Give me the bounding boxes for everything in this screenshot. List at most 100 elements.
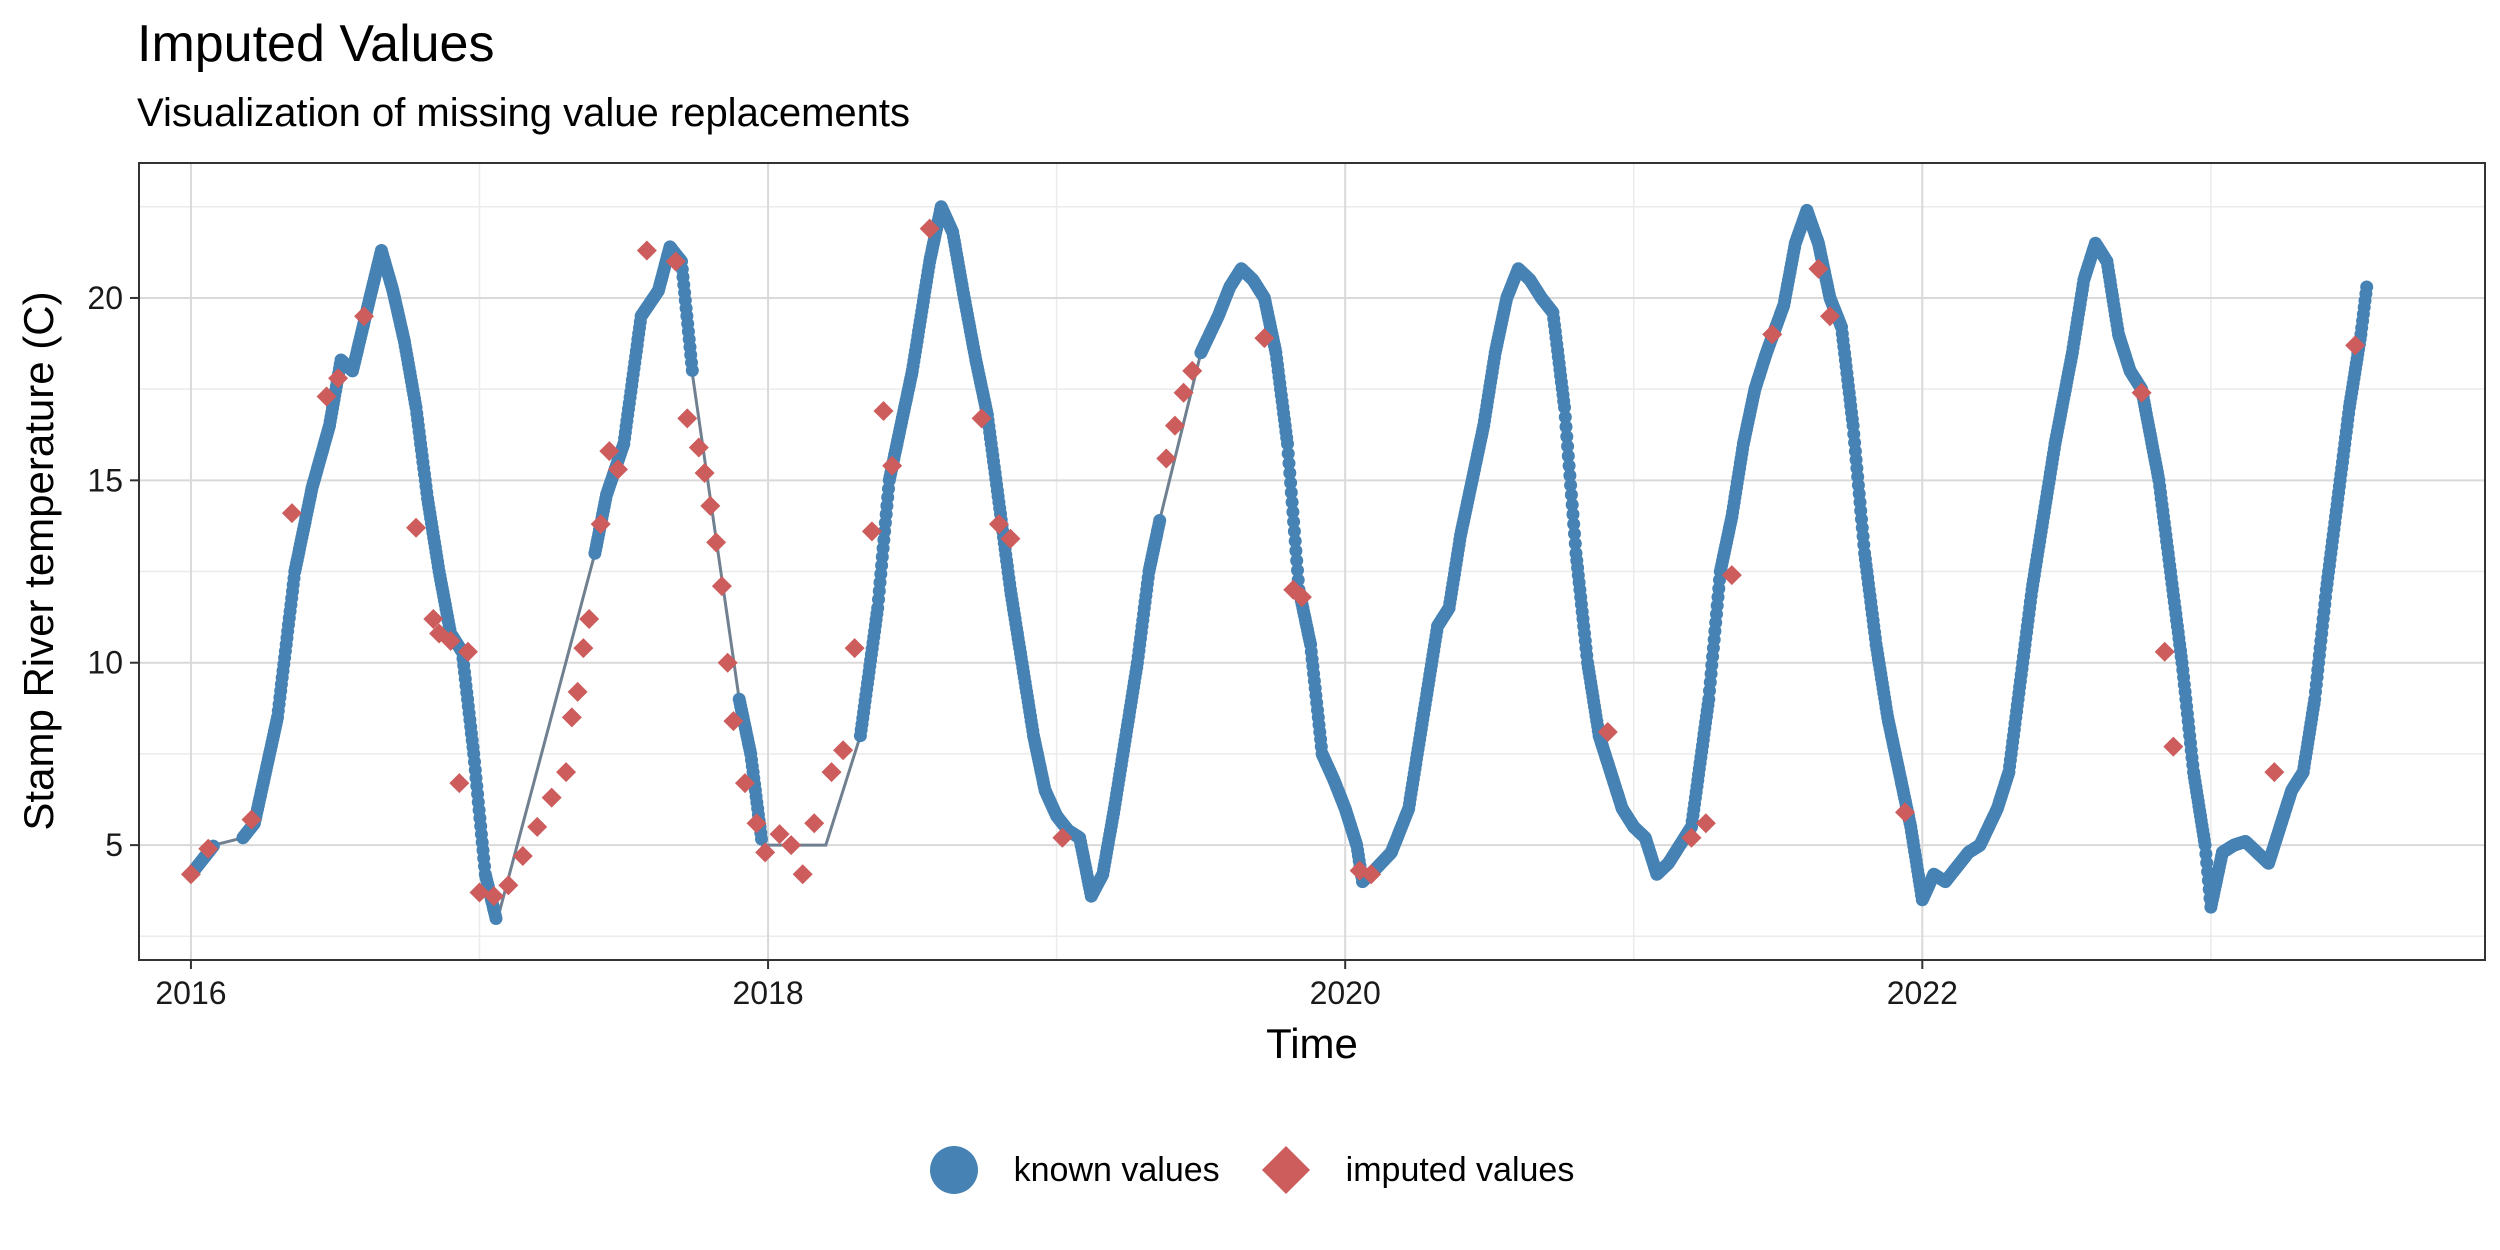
known-value-point	[1564, 488, 1578, 502]
legend-label-known: known values	[1013, 1150, 1220, 1189]
imputed-value-point	[833, 740, 854, 761]
imputed-value-point	[316, 386, 337, 407]
plot-panel-border	[138, 162, 2486, 961]
imputed-value-point	[2163, 736, 2184, 757]
imputed-value-point	[734, 773, 755, 794]
x-tick-label: 2018	[732, 975, 803, 1011]
y-tick-label: 20	[87, 280, 123, 316]
imputed-value-point	[469, 882, 490, 903]
imputed-value-point	[328, 368, 349, 389]
imputed-value-point	[636, 240, 657, 261]
imputed-value-point	[1597, 722, 1618, 743]
imputed-values-points	[180, 218, 2366, 907]
imputed-value-point	[556, 762, 577, 783]
known-value-point	[1568, 537, 1582, 551]
y-axis: 5 10 15 20	[87, 280, 139, 863]
known-value-point	[1287, 524, 1301, 538]
imputed-value-point	[700, 495, 721, 516]
imputed-value-point	[723, 711, 744, 732]
known-value-point	[1290, 554, 1304, 568]
imputed-value-point	[1254, 328, 1275, 349]
known-value-point	[1558, 410, 1572, 424]
imputed-value-point	[1173, 382, 1194, 403]
x-tick-label: 2020	[1310, 975, 1381, 1011]
imputed-value-point	[608, 459, 629, 480]
imputed-value-point	[1164, 415, 1185, 436]
imputed-value-point	[457, 641, 478, 662]
legend-item-imputed: imputed values	[1258, 1142, 1575, 1198]
imputed-value-point	[694, 463, 715, 484]
imputed-value-point	[1762, 324, 1783, 345]
imputed-value-point	[717, 652, 738, 673]
imputed-value-point	[1808, 258, 1829, 279]
imputed-value-point	[919, 218, 940, 239]
imputed-value-point	[821, 762, 842, 783]
imputed-value-point	[844, 638, 865, 659]
imputed-value-point	[599, 441, 620, 462]
x-tick-label: 2022	[1887, 975, 1958, 1011]
known-value-point	[1561, 439, 1575, 453]
known-value-point	[1563, 469, 1577, 482]
imputed-value-point	[665, 251, 686, 272]
known-value-point	[1281, 447, 1295, 461]
y-tick-label: 10	[87, 645, 123, 681]
known-value-point	[685, 363, 699, 377]
imputed-value-point	[1000, 528, 1021, 549]
known-value-point	[2360, 280, 2374, 294]
known-value-point	[1281, 437, 1294, 451]
imputed-value-point	[971, 408, 992, 429]
circle-marker-icon	[926, 1142, 982, 1198]
y-tick-label: 15	[87, 462, 123, 498]
legend: known values imputed values	[0, 1140, 2500, 1200]
imputed-value-point	[541, 787, 562, 808]
imputed-value-point	[711, 576, 732, 597]
known-value-point	[1283, 466, 1297, 480]
known-value-point	[1291, 563, 1304, 577]
imputed-value-point	[1361, 864, 1382, 885]
known-value-point	[1284, 476, 1298, 490]
imputed-value-point	[746, 813, 767, 834]
imputed-value-point	[1681, 827, 1702, 848]
known-value-point	[755, 832, 768, 846]
chart-subtitle: Visualization of missing value replaceme…	[137, 91, 910, 135]
imputed-value-point	[1894, 802, 1915, 823]
imputed-value-point	[688, 437, 709, 458]
known-value-point	[1153, 514, 1167, 527]
imputed-value-point	[769, 824, 790, 845]
known-value-point	[1565, 498, 1579, 512]
imputed-value-point	[1182, 360, 1203, 381]
known-value-point	[1564, 478, 1578, 492]
legend-label-imputed: imputed values	[1345, 1150, 1575, 1189]
imputed-value-point	[2345, 335, 2366, 356]
imputed-value-point	[882, 455, 903, 476]
major-grid	[139, 163, 2485, 960]
imputed-value-point	[281, 503, 302, 524]
known-value-point	[1568, 527, 1581, 541]
imputed-value-point	[590, 514, 611, 535]
imputed-value-point	[988, 514, 1009, 535]
imputed-value-point	[498, 875, 519, 896]
y-axis-title: Stamp River temperature (C)	[15, 291, 62, 830]
imputed-value-point	[1052, 827, 1073, 848]
known-value-point	[1288, 534, 1302, 548]
imputed-value-point	[1156, 448, 1177, 469]
imputed-value-point	[1721, 565, 1742, 586]
known-value-point	[1282, 456, 1296, 470]
known-values-points	[184, 200, 2374, 925]
minor-grid	[139, 163, 2485, 960]
known-value-point	[1286, 505, 1300, 519]
imputed-value-point	[561, 707, 582, 728]
imputed-value-point	[873, 401, 894, 422]
imputed-value-point	[567, 681, 588, 702]
known-value-point	[1558, 400, 1571, 414]
imputed-value-point	[2131, 382, 2152, 403]
imputed-value-point	[198, 838, 219, 859]
x-axis: 2016 2018 2020 2022	[155, 960, 1958, 1011]
legend-item-known: known values	[926, 1142, 1220, 1198]
known-value-point	[1284, 486, 1298, 499]
imputed-value-point	[440, 630, 461, 651]
imputed-value-point	[423, 608, 444, 629]
chart-title: Imputed Values	[137, 15, 495, 73]
x-axis-title: Time	[1266, 1020, 1358, 1067]
